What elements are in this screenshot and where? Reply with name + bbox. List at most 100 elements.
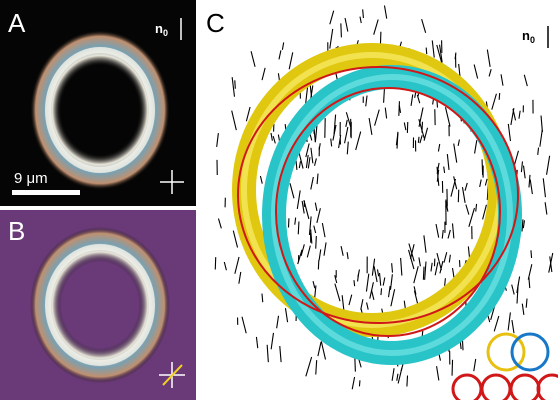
director-segment	[420, 135, 422, 143]
director-segment	[330, 29, 333, 49]
director-symbol: n	[155, 21, 163, 36]
director-segment	[476, 204, 477, 212]
director-segment	[437, 253, 441, 270]
director-segment	[359, 380, 360, 386]
director-segment	[392, 368, 394, 381]
director-segment	[389, 286, 391, 297]
director-segment	[321, 341, 325, 359]
director-segment	[317, 174, 318, 185]
director-segment	[449, 255, 450, 263]
director-segment	[445, 278, 446, 286]
director-segment	[526, 299, 527, 308]
director-segment	[452, 223, 453, 238]
director-segment	[442, 230, 443, 239]
director-segment	[315, 158, 317, 165]
director-segment	[345, 18, 348, 32]
scale-bar	[12, 190, 80, 195]
director-segment	[314, 226, 316, 233]
director-segment	[297, 190, 300, 209]
director-segment	[494, 316, 499, 331]
director-segment	[404, 122, 406, 130]
director-segment	[260, 176, 262, 184]
director-segment	[508, 124, 510, 141]
director-segment	[391, 289, 395, 306]
director-segment	[447, 154, 449, 170]
director-segment	[232, 111, 237, 131]
director-segment	[519, 111, 520, 119]
director-segment	[397, 374, 398, 381]
director-segment	[397, 132, 398, 149]
director-segment	[277, 316, 279, 329]
director-segment	[374, 266, 377, 282]
director-segment	[299, 161, 300, 168]
director-segment	[538, 148, 539, 155]
director-subscript: 0	[530, 35, 535, 45]
director-segment	[377, 269, 378, 276]
director-segment	[347, 142, 348, 155]
director-segment	[485, 179, 487, 186]
director-segment	[358, 274, 359, 282]
director-segment	[319, 143, 320, 149]
director-segment	[423, 267, 424, 280]
scale-bar-label: 9 μm	[14, 170, 48, 187]
director-segment	[366, 96, 367, 107]
director-segment	[295, 218, 296, 225]
director-segment	[401, 258, 402, 276]
panel-label: C	[206, 8, 225, 38]
director-segment	[384, 88, 385, 103]
director-segment	[262, 68, 265, 80]
director-segment	[279, 50, 281, 59]
director-segment	[360, 17, 361, 23]
director-segment	[324, 242, 326, 255]
director-segment	[419, 257, 420, 266]
page: {"panels": [ {"label": "A", "axis_label"…	[0, 0, 558, 400]
director-segment	[363, 9, 364, 18]
director-segment	[522, 219, 523, 231]
director-segment	[380, 273, 381, 286]
director-segment	[436, 224, 439, 238]
director-segment	[352, 377, 354, 389]
director-segment	[424, 235, 426, 252]
director-subscript: 0	[163, 28, 168, 38]
director-segment	[385, 108, 386, 119]
director-segment	[398, 368, 402, 383]
director-segment	[383, 277, 385, 285]
director-segment	[280, 346, 281, 362]
director-segment	[330, 11, 334, 25]
director-segment	[282, 42, 283, 49]
director-segment	[522, 304, 524, 315]
director-segment	[251, 51, 255, 66]
director-segment	[315, 203, 317, 211]
director-segment	[466, 204, 469, 214]
director-segment	[341, 246, 343, 256]
director-segment	[540, 130, 542, 147]
director-segment	[426, 48, 427, 55]
director-segment	[432, 40, 434, 57]
director-segment	[289, 52, 293, 69]
director-segment	[217, 133, 219, 147]
director-segment	[366, 274, 368, 292]
director-segment	[508, 312, 510, 330]
director-segment	[431, 263, 432, 272]
director-segment	[367, 303, 369, 310]
panel-label: A	[8, 8, 26, 38]
director-segment	[465, 183, 467, 191]
director-segment	[349, 295, 352, 305]
director-segment	[462, 187, 465, 203]
director-segment	[224, 262, 226, 270]
director-segment	[422, 19, 426, 33]
figure: A n0 9 μm B C n0	[0, 0, 558, 400]
director-segment	[549, 253, 553, 273]
director-segment	[306, 357, 312, 376]
director-segment	[444, 252, 447, 262]
director-segment	[262, 294, 263, 303]
director-segment	[425, 262, 426, 280]
director-segment	[511, 108, 514, 125]
director-segment	[528, 264, 532, 279]
director-segment	[444, 167, 445, 173]
director-segment	[316, 236, 317, 249]
director-segment	[512, 320, 514, 333]
director-segment	[524, 166, 526, 179]
director-segment	[469, 208, 475, 227]
director-segment	[531, 250, 532, 258]
